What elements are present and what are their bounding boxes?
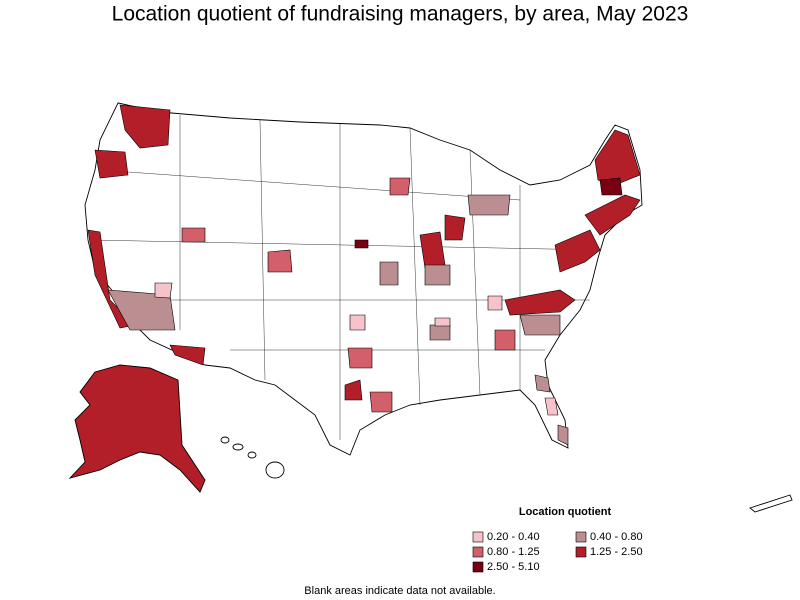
colored-area <box>181 227 206 243</box>
colored-area <box>487 295 503 311</box>
colored-area <box>444 214 466 241</box>
colored-area <box>107 289 176 331</box>
legend-label: 1.25 - 2.50 <box>590 546 643 558</box>
territories <box>749 494 793 513</box>
legend-label: 0.40 - 0.80 <box>590 531 643 543</box>
colored-area <box>534 374 551 393</box>
legend-label: 0.80 - 1.25 <box>487 546 540 558</box>
legend-swatch <box>472 561 484 573</box>
legend-label: 2.50 - 5.10 <box>487 561 540 573</box>
footnote: Blank areas indicate data not available. <box>304 585 495 597</box>
colored-area <box>467 194 511 216</box>
colored-area <box>594 129 641 186</box>
legend-swatch <box>575 531 587 543</box>
area-boundaries <box>89 115 601 440</box>
colored-area <box>369 391 393 413</box>
hawaii <box>220 436 285 479</box>
legend-swatch <box>575 546 587 558</box>
colored-area <box>424 264 451 286</box>
legend-swatch <box>472 531 484 543</box>
colored-area <box>267 249 293 273</box>
colored-area <box>169 344 206 366</box>
colored-area <box>119 104 171 149</box>
colored-area <box>347 347 373 369</box>
colored-area <box>379 261 399 286</box>
map-title: Location quotient of fundraising manager… <box>112 3 689 26</box>
legend: Location quotient 0.20 - 0.40 0.40 - 0.80… <box>472 506 643 573</box>
legend-label: 0.20 - 0.40 <box>487 531 540 543</box>
legend-title: Location quotient <box>519 506 612 518</box>
colored-area <box>557 424 569 446</box>
colored-area <box>154 282 173 299</box>
colored-area <box>349 314 366 331</box>
colored-area <box>389 177 411 196</box>
colored-area <box>344 379 363 401</box>
colored-area <box>429 324 451 341</box>
colored-area <box>434 317 451 327</box>
colored-area <box>519 314 561 336</box>
colored-area <box>554 229 601 273</box>
colored-area <box>494 329 516 351</box>
colored-area <box>94 149 129 179</box>
colored-areas <box>87 104 641 446</box>
alaska <box>68 364 206 493</box>
colored-area <box>504 289 576 316</box>
colored-area <box>599 177 623 196</box>
colored-area <box>354 239 369 249</box>
colored-area <box>544 397 559 416</box>
legend-swatch <box>472 546 484 558</box>
colored-area <box>584 194 641 236</box>
